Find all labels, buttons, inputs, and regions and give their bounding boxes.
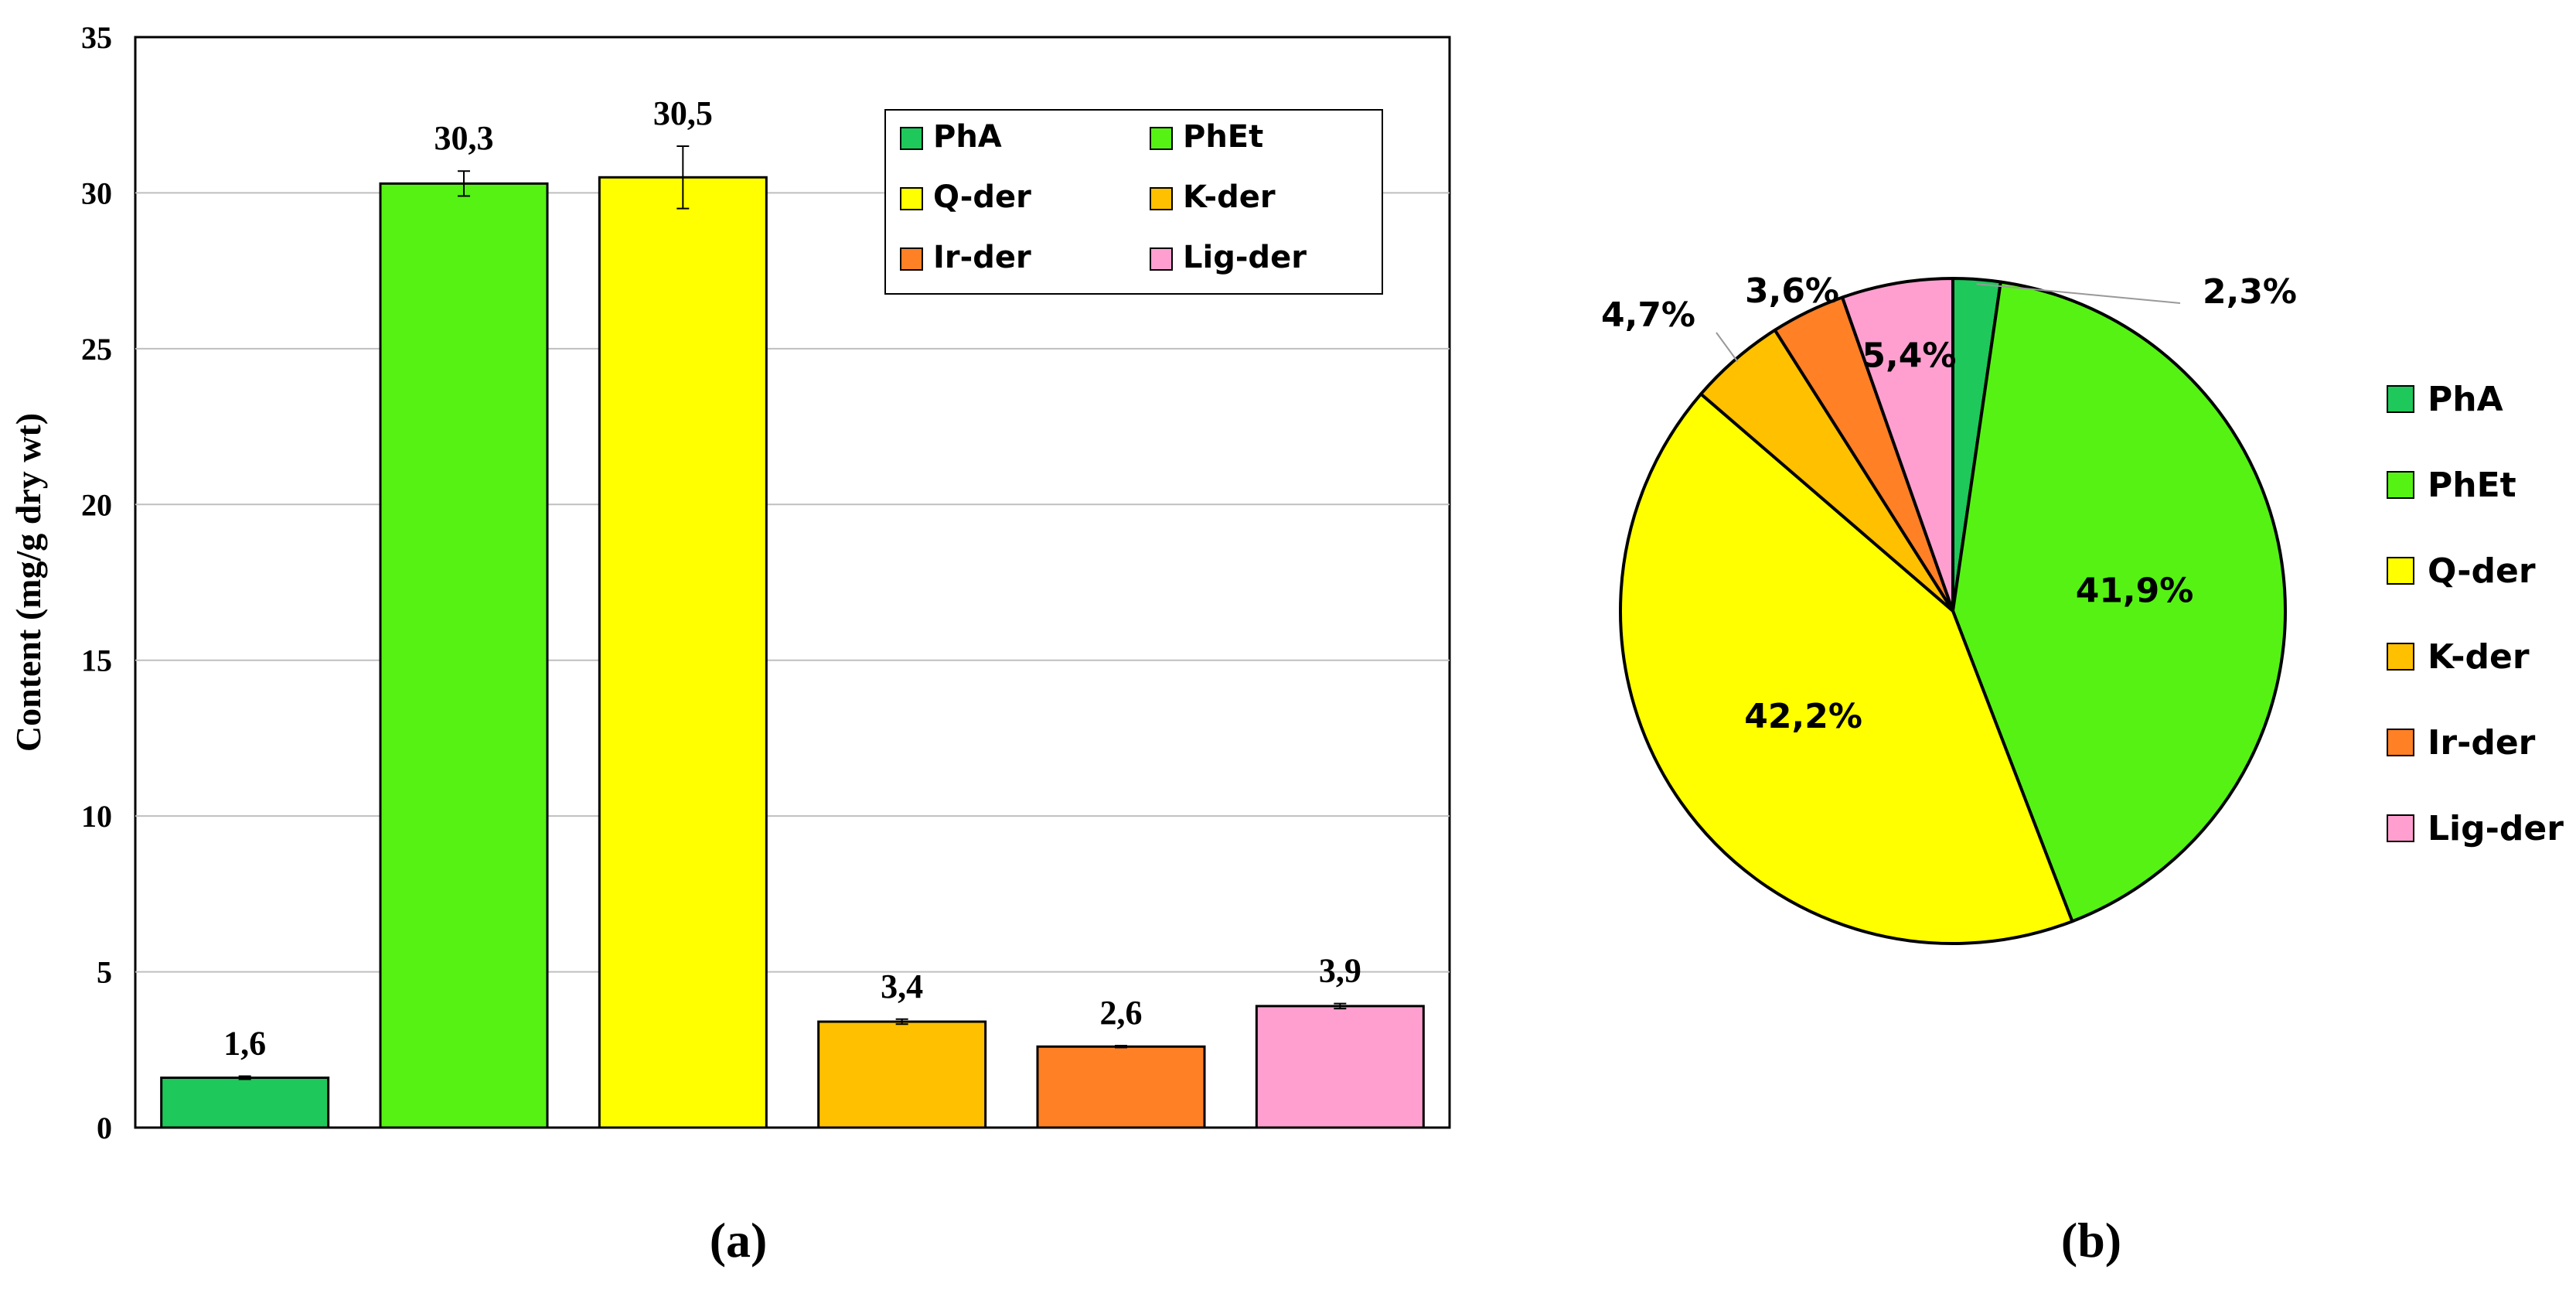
pie-slice-lig-der <box>1841 277 1954 613</box>
pie-legend-label-phet: PhEt <box>2428 466 2516 505</box>
pie-label-q-der: 42,2% <box>1744 697 1862 736</box>
bar-legend-swatch-k-der <box>1150 187 1173 210</box>
pie-legend-label-pha: PhA <box>2428 380 2503 419</box>
pie-legend-swatch-ir-der <box>2387 729 2414 756</box>
pie-legend-label-q-der: Q-der <box>2428 551 2536 591</box>
error-bar-q-der <box>676 145 690 210</box>
bar-k-der <box>817 1020 987 1129</box>
pie-label-ir-der: 3,6% <box>1745 271 1839 311</box>
pie-label-k-der: 4,7% <box>1601 295 1695 335</box>
bar-series: 1,6 30,3 30,5 3,4 2,6 3,9 <box>160 94 1425 1129</box>
error-bar-lig-der <box>1334 1002 1347 1010</box>
bar-legend-swatch-lig-der <box>1150 247 1173 271</box>
pie-label-lig-der: 5,4% <box>1862 336 1956 375</box>
pie-slice-phet <box>1951 280 2287 923</box>
error-bar-k-der <box>895 1018 908 1026</box>
pie-chart: 2,3% 41,9% 42,2% 4,7% 3,6% 5,4% PhA PhEt Q-der K… <box>1601 271 2564 945</box>
pie-legend-swatch-q-der <box>2387 557 2414 585</box>
bar-y-tick-label: 25 <box>81 332 112 367</box>
error-bar-ir-der <box>1115 1045 1127 1049</box>
bar-plot-frame <box>134 36 1451 1129</box>
bar-legend-label-pha: PhA <box>933 119 1002 155</box>
bar-data-label: 1,6 <box>223 1025 266 1063</box>
bar-legend-box <box>884 109 1383 295</box>
bar-data-label: 3,4 <box>881 968 923 1005</box>
bar-legend-label-phet: PhEt <box>1183 119 1263 155</box>
bar-legend-swatch-phet <box>1150 127 1173 150</box>
bar-legend-swatch-ir-der <box>900 247 923 271</box>
panel-label-a: (a) <box>710 1213 768 1268</box>
pie-legend-swatch-pha <box>2387 385 2414 413</box>
pie-legend-swatch-phet <box>2387 471 2414 499</box>
bar-legend-label-k-der: K-der <box>1183 179 1276 215</box>
bar-y-tick-label: 15 <box>81 643 112 678</box>
bar-legend-label-lig-der: Lig-der <box>1183 240 1307 275</box>
pie-labels: 2,3% 41,9% 42,2% 4,7% 3,6% 5,4% <box>1601 271 2297 736</box>
bar-gridlines <box>135 192 1450 973</box>
pie-label-pha: 2,3% <box>2203 272 2297 312</box>
bar-data-label: 2,6 <box>1100 994 1143 1032</box>
bar-chart: 0 5 10 15 20 25 30 35 Content (mg/g dry wt) 1,6… <box>9 20 1451 1145</box>
bar-data-label: 30,3 <box>434 119 494 157</box>
bar-data-label: 3,9 <box>1319 952 1361 990</box>
bar-y-tick-label: 0 <box>97 1111 112 1145</box>
pie-label-phet: 41,9% <box>2076 572 2194 611</box>
bar-legend-label-ir-der: Ir-der <box>933 240 1031 275</box>
bar-y-axis: 0 5 10 15 20 25 30 35 <box>81 20 112 1145</box>
bar-ir-der <box>1036 1045 1206 1129</box>
bar-y-tick-label: 5 <box>97 955 112 990</box>
error-bar-pha <box>238 1075 251 1080</box>
bar-data-label: 30,5 <box>653 94 713 132</box>
bar-legend: PhA PhEt Q-der K-der Ir-der Lig-der <box>884 109 1383 295</box>
pie-legend-label-lig-der: Lig-der <box>2428 809 2564 848</box>
bar-legend-label-q-der: Q-der <box>933 179 1031 215</box>
error-bar-phet <box>458 170 470 197</box>
panel-label-b: (b) <box>2061 1213 2121 1268</box>
bar-lig-der <box>1255 1005 1425 1129</box>
bar-legend-swatch-q-der <box>900 187 923 210</box>
bar-legend-swatch-pha <box>900 127 923 150</box>
pie-slices <box>1619 277 2287 945</box>
bar-y-tick-label: 35 <box>81 20 112 55</box>
pie-leader-pha <box>1976 283 2181 304</box>
bar-pha <box>160 1077 330 1129</box>
pie-legend-swatch-lig-der <box>2387 814 2414 842</box>
pie-slice-q-der <box>1619 392 2074 945</box>
pie-legend-swatch-k-der <box>2387 643 2414 671</box>
pie-legend-label-k-der: K-der <box>2428 637 2530 677</box>
pie-leader-k-der <box>1716 332 1739 363</box>
bar-y-tick-label: 30 <box>81 176 112 210</box>
bar-y-axis-label: Content (mg/g dry wt) <box>9 413 48 752</box>
bar-phet <box>379 182 549 1129</box>
pie-legend: PhA PhEt Q-der K-der Ir-der Lig-der <box>2387 380 2564 848</box>
bar-y-tick-label: 10 <box>81 799 112 834</box>
pie-legend-label-ir-der: Ir-der <box>2428 723 2536 763</box>
bar-y-tick-label: 20 <box>81 487 112 522</box>
bar-q-der <box>598 176 768 1129</box>
